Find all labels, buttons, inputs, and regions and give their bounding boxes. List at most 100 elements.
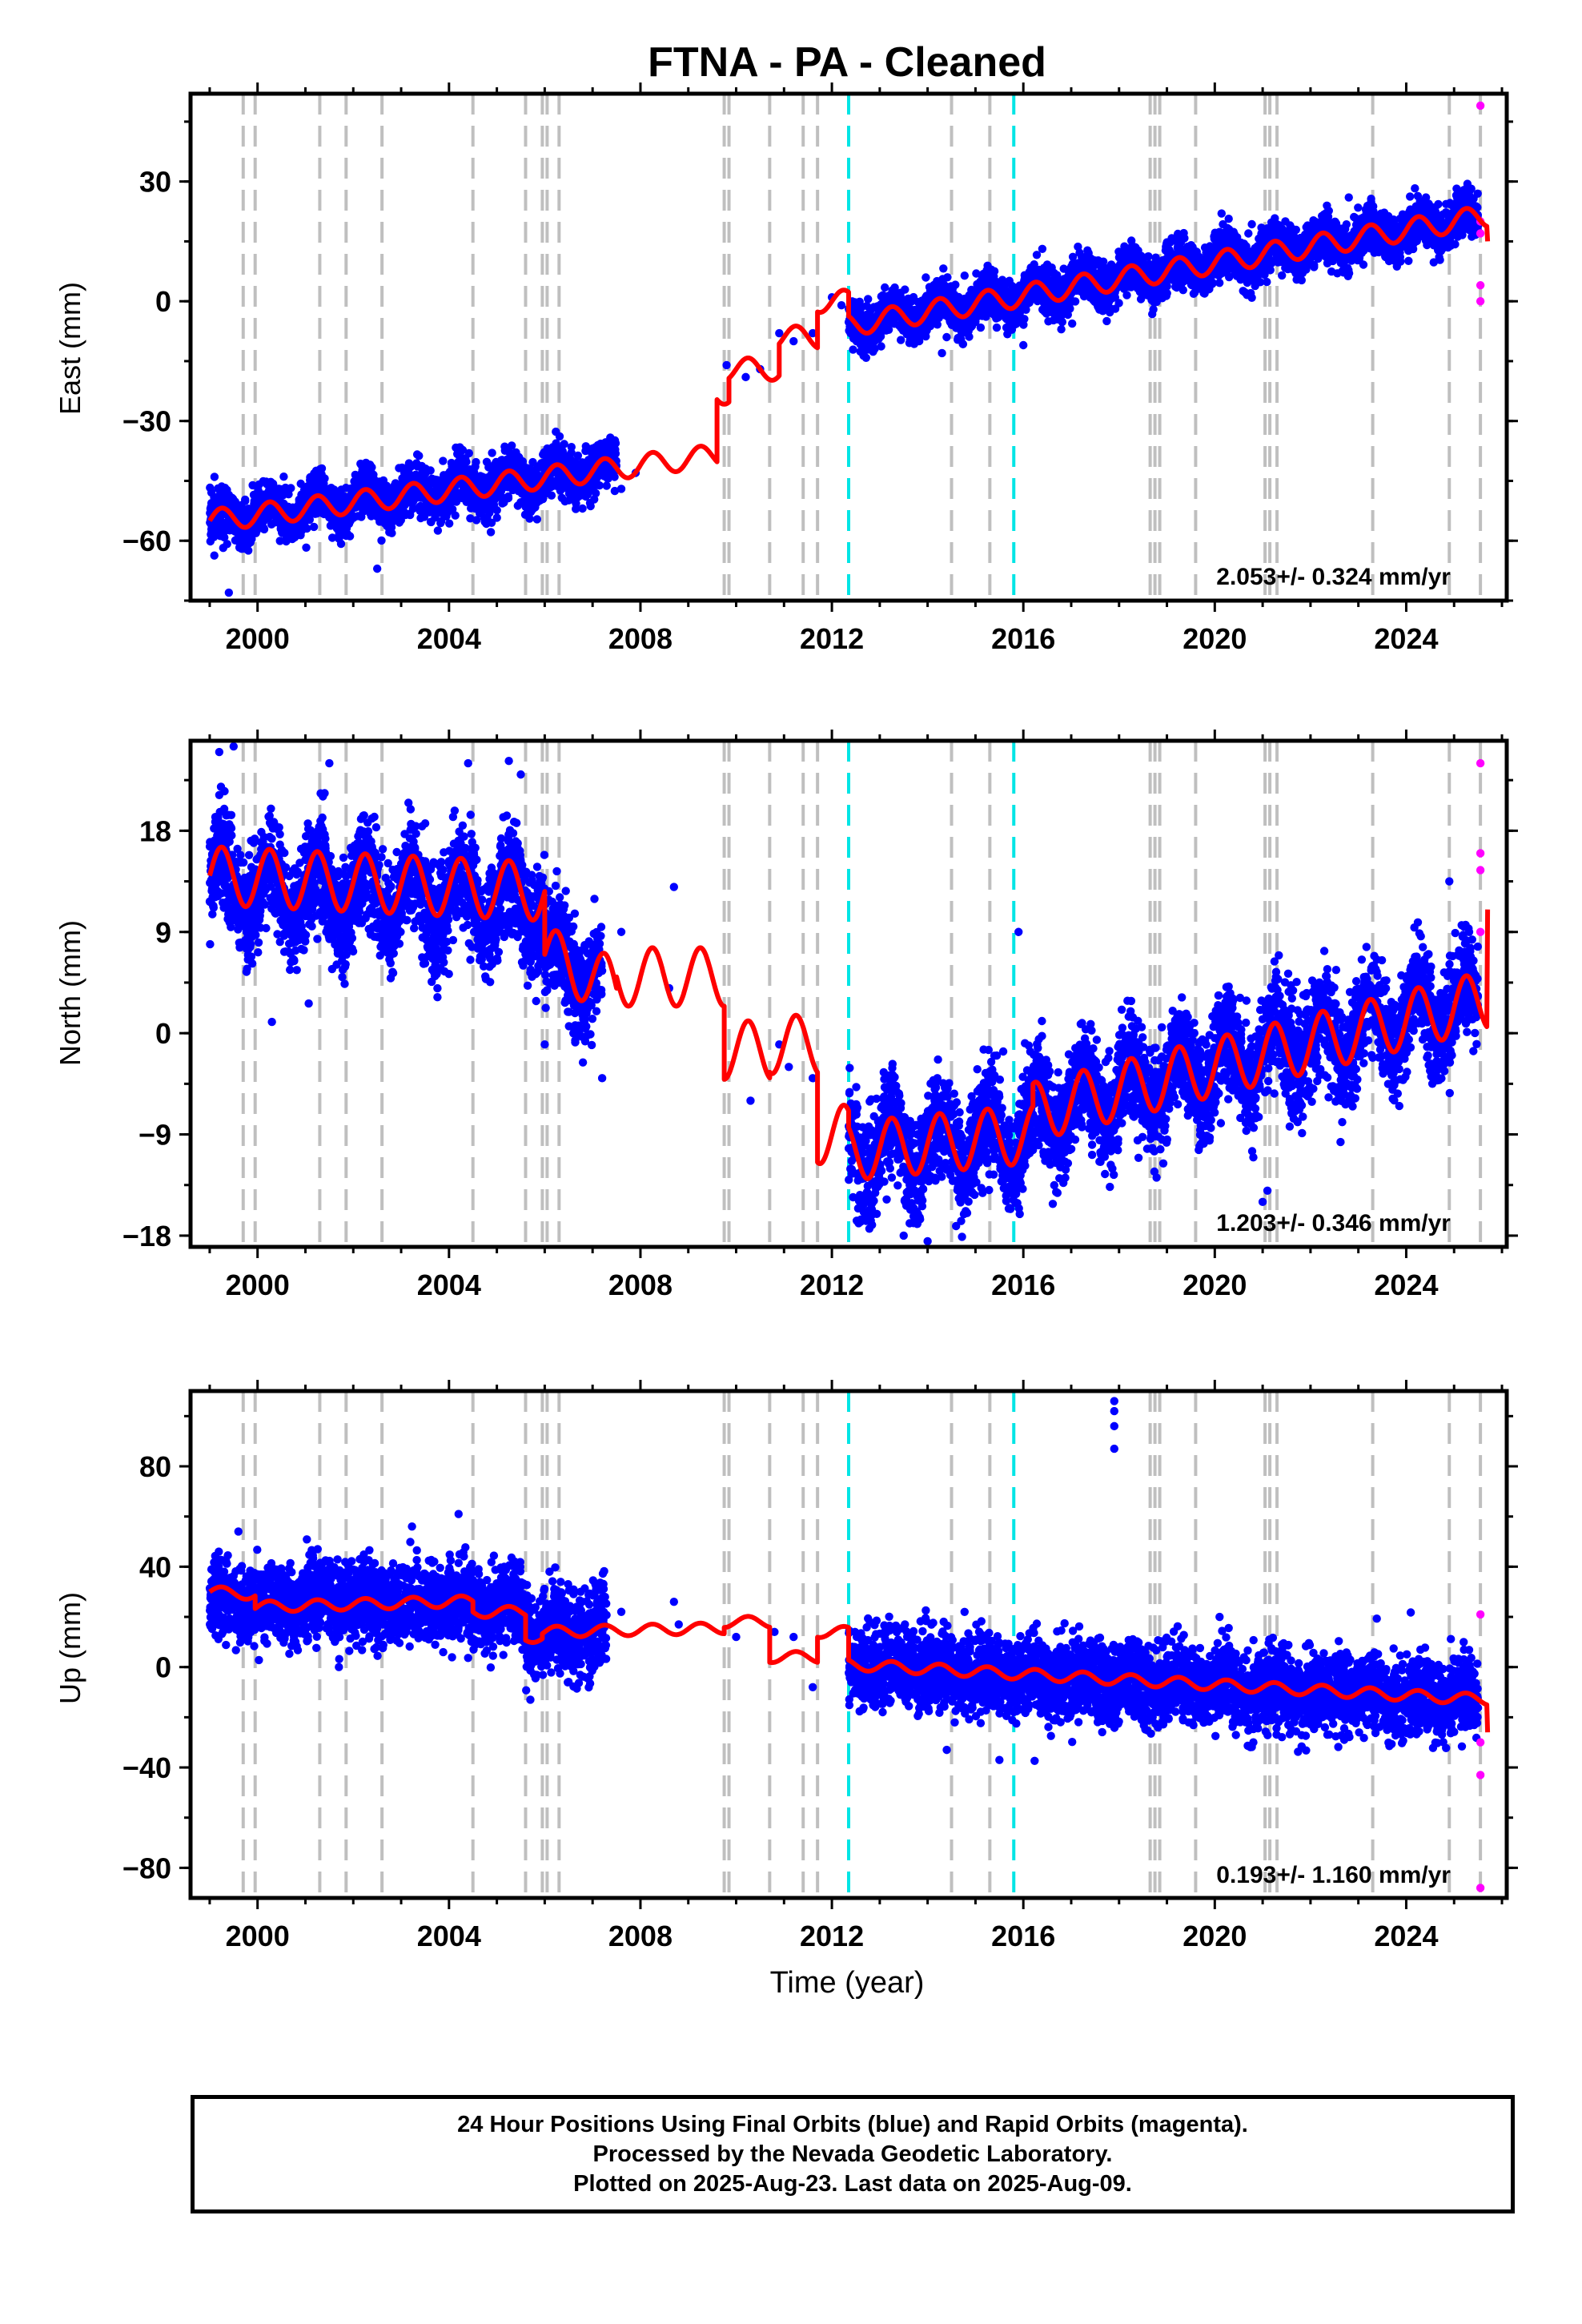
data-point [498,499,507,508]
data-point [557,478,566,487]
data-point [472,457,480,467]
data-point [412,450,422,459]
data-point [418,467,427,476]
data-point [1354,203,1363,212]
data-point [1247,219,1256,229]
data-point [504,492,513,501]
data-point [567,485,576,494]
data-point [569,458,578,467]
data-point [500,446,509,455]
data-point [246,538,255,547]
data-point [578,458,587,467]
data-point [254,489,263,499]
data-point [451,511,460,520]
data-point [267,520,276,529]
data-point [326,521,335,530]
data-point [235,532,244,541]
data-point [563,452,572,460]
data-point [387,490,396,499]
data-point [460,483,468,492]
data-point [439,456,448,465]
data-point [449,460,458,468]
data-point [355,501,364,511]
data-point [504,477,513,486]
data-point [445,503,454,512]
data-point [217,483,227,492]
data-point [426,466,435,475]
data-point [297,526,306,536]
east-final-points [206,179,1483,597]
data-point [1057,325,1066,334]
data-point [557,493,567,502]
east-plot-area [206,94,1491,601]
data-point [368,507,377,516]
data-point [351,470,359,480]
data-point [542,452,552,461]
data-point [602,481,611,490]
data-point [1323,201,1331,210]
data-point [339,527,348,536]
east-panel: East (mm) 2000 2004 2008 2012 2016 2020 2024−6… [54,82,1518,655]
data-point [241,495,250,505]
data-point [939,264,948,273]
data-point [1392,262,1402,271]
data-point [384,512,393,521]
data-point [315,481,323,490]
data-point [358,464,367,474]
data-point [445,519,454,528]
data-point [224,588,234,597]
data-point [248,528,257,537]
data-point [575,465,584,474]
data-point [288,534,297,544]
data-point [610,486,620,496]
data-point [456,451,464,460]
data-point [219,544,227,553]
data-point [1149,305,1158,314]
data-point [413,462,422,471]
data-point [1406,192,1415,201]
data-point [457,490,467,500]
data-point [279,472,288,481]
data-point [593,440,602,450]
data-point [248,480,257,490]
data-point [288,503,297,512]
data-point [309,522,319,532]
data-point [210,472,219,481]
data-point [465,496,474,505]
data-point [581,492,590,501]
data-point [395,518,404,527]
data-point [543,487,552,496]
data-point [1404,256,1413,265]
data-point [405,462,415,471]
figure-title: FTNA - PA - Cleaned [648,39,1046,86]
data-point [472,516,481,525]
data-point [259,524,268,533]
data-point [552,452,560,462]
data-point [302,543,311,552]
data-point [555,432,564,441]
data-point [206,483,215,493]
data-point [409,497,418,506]
data-point [215,517,224,526]
data-point [259,476,267,486]
data-point [532,515,541,524]
data-point [497,456,506,464]
data-point [482,457,492,466]
data-point [604,442,613,451]
data-point [581,446,590,456]
data-point [353,477,362,486]
data-point [276,522,286,531]
data-point [220,533,229,542]
data-point [1411,184,1419,193]
data-point [311,466,321,475]
data-point [427,476,436,485]
data-point [492,513,501,522]
data-point [523,464,532,472]
data-point [275,537,284,545]
data-point [1058,317,1067,327]
data-point [488,448,496,457]
data-point [385,528,394,537]
data-point [287,484,295,493]
data-point [897,336,905,344]
